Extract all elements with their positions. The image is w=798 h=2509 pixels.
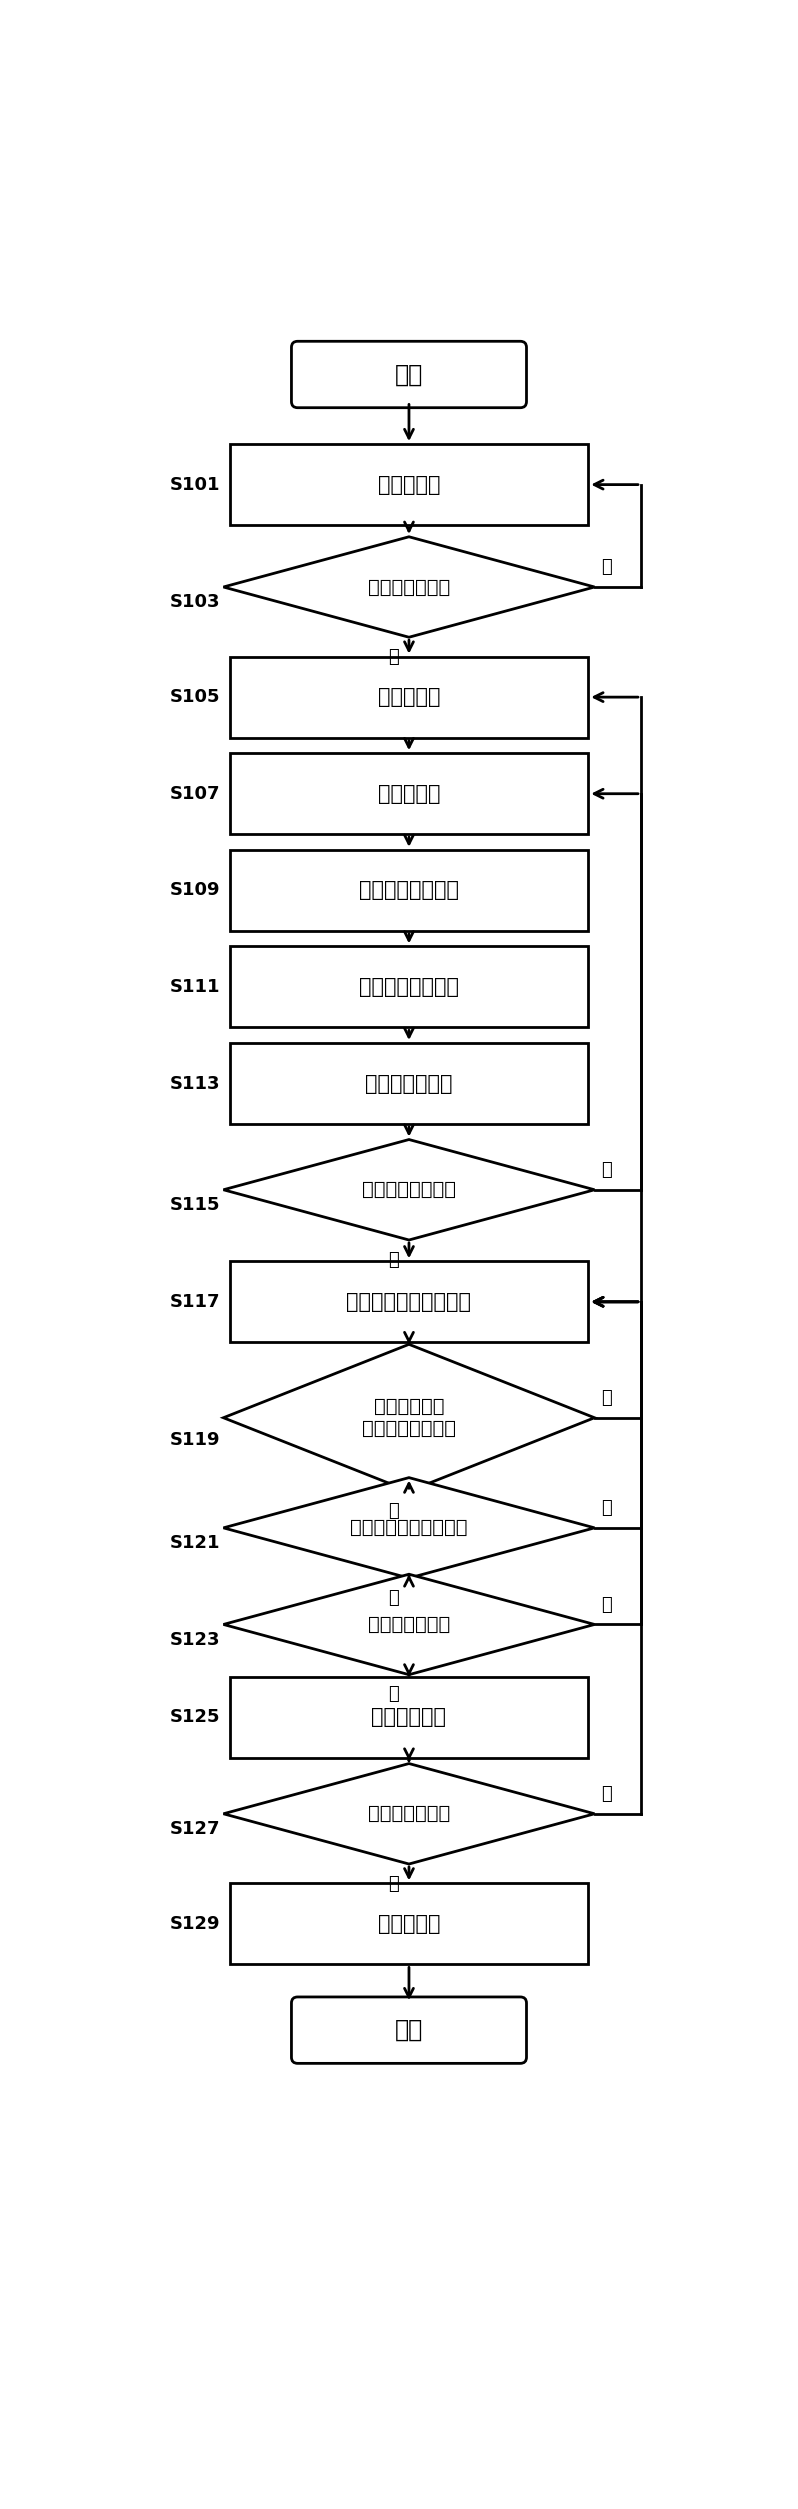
Text: 直流成分稳定吗？: 直流成分稳定吗？ [362, 1179, 456, 1199]
Text: 否: 否 [601, 1596, 611, 1613]
Text: S129: S129 [170, 1914, 220, 1932]
Text: 否: 否 [601, 557, 611, 577]
Text: 结束: 结束 [395, 2017, 423, 2042]
Text: S105: S105 [170, 687, 220, 705]
Polygon shape [223, 1345, 595, 1490]
Text: S101: S101 [170, 477, 220, 494]
Text: S123: S123 [170, 1631, 220, 1648]
Text: 是: 是 [388, 1874, 399, 1892]
FancyBboxPatch shape [291, 1997, 527, 2062]
Text: S111: S111 [170, 979, 220, 996]
Text: 是: 是 [388, 1588, 399, 1606]
Text: 是: 是 [388, 647, 399, 665]
Text: S125: S125 [170, 1709, 220, 1726]
Bar [230, 444, 588, 524]
Bar [230, 1676, 588, 1759]
Text: 波形变形了吗？: 波形变形了吗？ [368, 1616, 450, 1633]
Text: 显示张力图: 显示张力图 [377, 783, 440, 803]
Text: 上升点尖锐度合适吗？: 上升点尖锐度合适吗？ [350, 1518, 468, 1538]
Bar [230, 946, 588, 1029]
Bar [230, 1044, 588, 1124]
Text: 否: 否 [601, 1162, 611, 1179]
Text: 排除固体物的判断: 排除固体物的判断 [359, 881, 459, 901]
Text: 是: 是 [388, 1686, 399, 1704]
Text: 提取出直流成分: 提取出直流成分 [365, 1074, 452, 1094]
Text: 测定结束了吗？: 测定结束了吗？ [368, 1804, 450, 1824]
Text: S117: S117 [170, 1292, 220, 1310]
Text: 否: 否 [601, 1498, 611, 1518]
Text: S103: S103 [170, 592, 220, 612]
Text: 否: 否 [601, 1390, 611, 1408]
Text: 驱动负压泵: 驱动负压泵 [377, 474, 440, 494]
Polygon shape [223, 1478, 595, 1578]
Bar [230, 753, 588, 835]
Polygon shape [223, 1764, 595, 1864]
Text: 是: 是 [388, 1503, 399, 1520]
Bar [230, 1262, 588, 1342]
Polygon shape [223, 1139, 595, 1239]
Text: 驱动加压泵: 驱动加压泵 [377, 687, 440, 708]
Text: S107: S107 [170, 785, 220, 803]
Text: 开始: 开始 [395, 361, 423, 386]
Text: 输送波形数据: 输送波形数据 [372, 1706, 446, 1726]
Bar [230, 657, 588, 738]
Text: S127: S127 [170, 1819, 220, 1839]
Text: 否: 否 [601, 1784, 611, 1804]
Text: S109: S109 [170, 881, 220, 898]
Polygon shape [223, 537, 595, 637]
Text: 最适当的按压力的调整: 最适当的按压力的调整 [346, 1292, 472, 1312]
Text: 是: 是 [388, 1252, 399, 1270]
Text: S119: S119 [170, 1430, 220, 1448]
Text: S113: S113 [170, 1074, 220, 1091]
Text: 驱动负压泵: 驱动负压泵 [377, 1914, 440, 1934]
Text: S121: S121 [170, 1533, 220, 1553]
Text: 是否开始测定？: 是否开始测定？ [368, 577, 450, 597]
Text: 直流成分达到
最适当的电平吗？: 直流成分达到 最适当的电平吗？ [362, 1398, 456, 1438]
FancyBboxPatch shape [291, 341, 527, 406]
Bar [230, 1884, 588, 1965]
Text: S115: S115 [170, 1197, 220, 1214]
Bar [230, 851, 588, 931]
Polygon shape [223, 1573, 595, 1674]
Text: 选择最适当的信道: 选择最适当的信道 [359, 976, 459, 996]
